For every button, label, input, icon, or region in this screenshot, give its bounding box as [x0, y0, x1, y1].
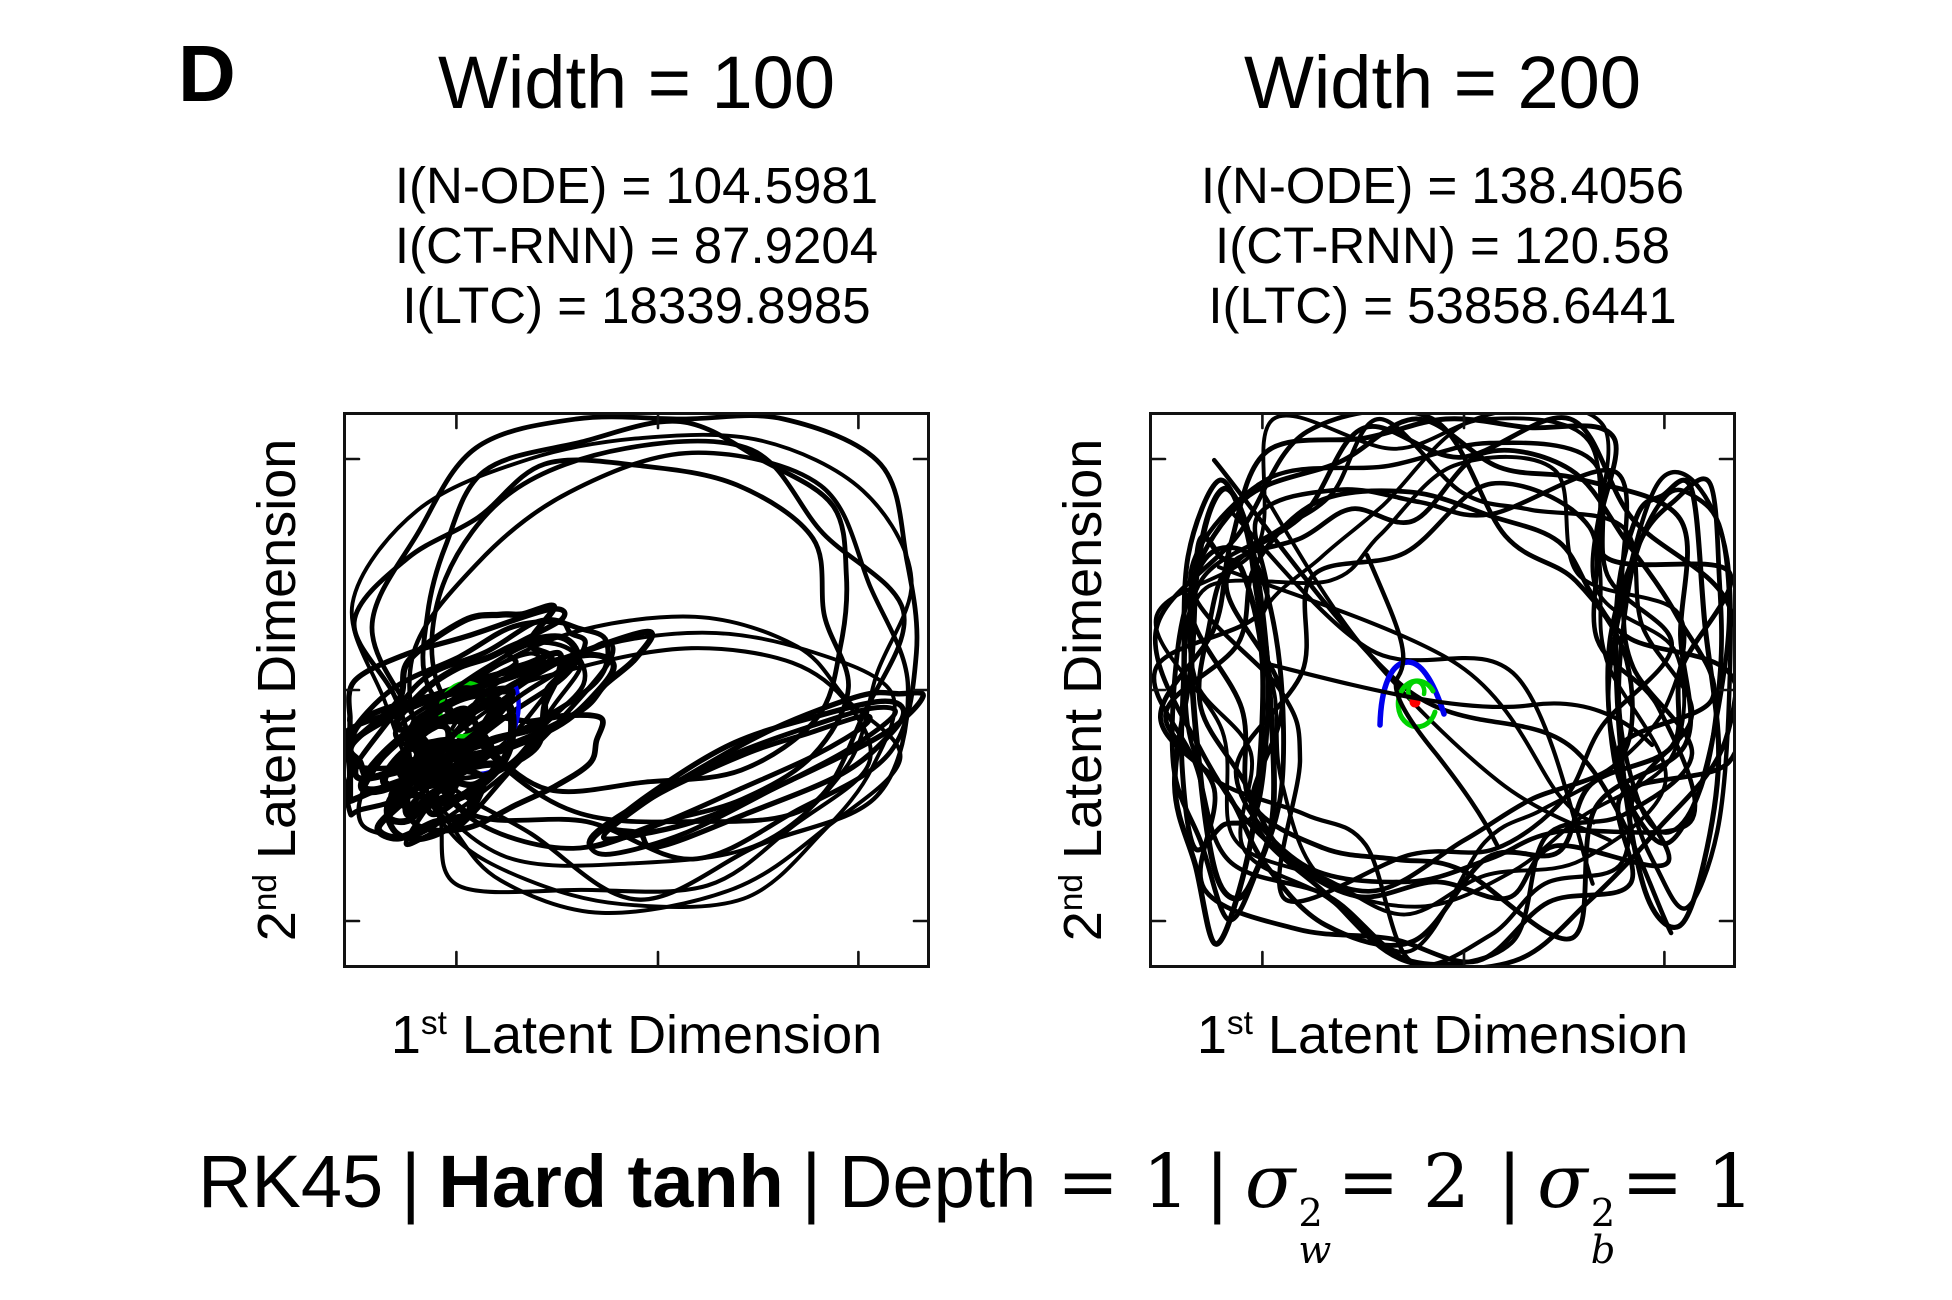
- plot-axes-width-200: [1149, 412, 1736, 968]
- x-axis-label: 1st Latent Dimension: [343, 1004, 930, 1066]
- sigma-w-symbol: σ: [1244, 1139, 1296, 1225]
- caption-separator: |: [801, 1137, 821, 1226]
- figure-caption: RK45 | Hard tanh | Depth = 1 | σ 2 w = 2 | σ 2 b = 1: [0, 1138, 1952, 1269]
- caption-separator: |: [1499, 1137, 1520, 1226]
- ltc-trajectory-path: [1188, 440, 1675, 904]
- sigma-w-exponent: 2: [1298, 1191, 1323, 1237]
- caption-depth-label: Depth: [839, 1140, 1037, 1223]
- sigma-b-symbol: σ: [1537, 1139, 1588, 1225]
- stat-ctrnn-length: I(CT-RNN) = 120.58: [1215, 217, 1670, 274]
- ltc-trajectory-path: [587, 713, 873, 849]
- panel-label: D: [178, 29, 236, 118]
- y-axis-label: 2nd Latent Dimension: [246, 439, 308, 942]
- ltc-trajectory-path: [346, 606, 568, 749]
- ltc-trajectory-path: [1269, 662, 1655, 748]
- sigma-b-value: = 1: [1621, 1139, 1754, 1225]
- axis-ticks: [346, 415, 927, 965]
- ltc-trajectory-path: [1605, 476, 1724, 846]
- ltc-trajectory-path: [1364, 552, 1500, 848]
- ltc-trajectory-path: [386, 754, 462, 826]
- ltc-trajectory-path: [1606, 469, 1733, 911]
- ltc-trajectory-path: [1227, 508, 1595, 886]
- ltc-trajectory-path: [369, 415, 920, 862]
- stat-ltc-length: I(LTC) = 18339.8985: [402, 277, 871, 334]
- ltc-trajectory-path: [1163, 488, 1733, 965]
- x-label-ordinal: st: [420, 1005, 447, 1042]
- ltc-trajectory-path: [1178, 477, 1271, 853]
- stat-ltc-length: I(LTC) = 53858.6441: [1208, 277, 1677, 334]
- sigma-b-exponent: 2: [1590, 1191, 1616, 1237]
- ltc-trajectory-path: [1256, 482, 1612, 843]
- stat-node-length: I(N-ODE) = 104.5981: [394, 157, 879, 214]
- sigma-w-value: = 2: [1337, 1139, 1470, 1225]
- caption-separator: |: [1207, 1137, 1227, 1226]
- stat-node-length: I(N-ODE) = 138.4056: [1200, 157, 1685, 214]
- stat-ctrnn-length: I(CT-RNN) = 87.9204: [394, 217, 879, 274]
- plot-title-width-100: Width = 100: [438, 41, 835, 124]
- sigma-b-subscript: b: [1590, 1227, 1616, 1273]
- ltc-trajectory-path: [351, 457, 851, 851]
- stats-width-200: I(N-ODE) = 138.4056 I(CT-RNN) = 120.58 I…: [1149, 156, 1736, 336]
- ltc-trajectory-path: [1187, 416, 1694, 942]
- y-label-number: 2: [247, 911, 307, 942]
- x-label-text: Latent Dimension: [1252, 1005, 1689, 1065]
- ltc-trajectory-path: [586, 704, 898, 857]
- y-label-ordinal: nd: [247, 873, 284, 912]
- plot-axes-width-100: [343, 412, 930, 968]
- y-label-number: 2: [1053, 911, 1113, 942]
- x-axis-label: 1st Latent Dimension: [1149, 1004, 1736, 1066]
- y-axis-label: 2nd Latent Dimension: [1052, 439, 1114, 942]
- caption-separator: |: [401, 1137, 421, 1226]
- ltc-trajectory-path: [1182, 416, 1695, 965]
- y-label-ordinal: nd: [1053, 873, 1090, 912]
- axis-ticks: [1152, 415, 1733, 965]
- ltc-trajectory-path: [1158, 416, 1733, 948]
- y-label-text: Latent Dimension: [1053, 438, 1113, 874]
- ltc-trajectory-path: [1233, 480, 1698, 885]
- ltc-trajectory-path: [1613, 477, 1722, 930]
- caption-activation: Hard tanh: [438, 1140, 784, 1223]
- ltc-trajectory-path: [1211, 457, 1674, 936]
- ltc-trajectory-path: [1258, 415, 1687, 909]
- ltc-trajectory-path: [420, 418, 850, 795]
- trajectory-plot-width-100: [346, 415, 927, 965]
- x-label-ordinal: st: [1226, 1005, 1253, 1042]
- ltc-trajectory-path: [1196, 447, 1717, 902]
- caption-solver: RK45: [198, 1140, 384, 1223]
- x-label-number: 1: [1196, 1005, 1227, 1065]
- y-label-text: Latent Dimension: [247, 438, 307, 874]
- ltc-trajectory-path: [1169, 544, 1287, 923]
- ltc-trajectory-path: [383, 766, 487, 843]
- sigma-w-subscript: w: [1298, 1227, 1332, 1273]
- caption-depth-value: = 1: [1057, 1139, 1190, 1225]
- stats-width-100: I(N-ODE) = 104.5981 I(CT-RNN) = 87.9204 …: [343, 156, 930, 336]
- plot-title-width-200: Width = 200: [1244, 41, 1641, 124]
- x-label-text: Latent Dimension: [446, 1005, 883, 1065]
- ltc-trajectory-path: [404, 705, 501, 790]
- ltc-trajectory-path: [609, 698, 907, 850]
- x-label-number: 1: [390, 1005, 421, 1065]
- trajectory-plot-width-200: [1152, 415, 1733, 965]
